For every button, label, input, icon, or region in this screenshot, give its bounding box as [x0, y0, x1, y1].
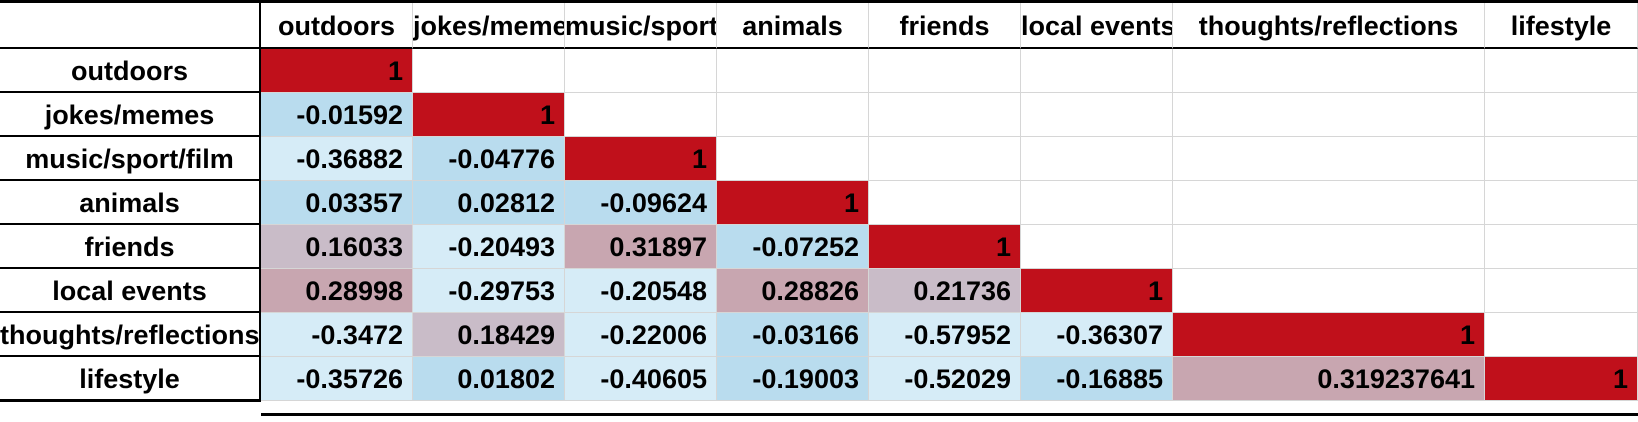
- correlation-cell[interactable]: [1173, 93, 1485, 137]
- row-header-local-events[interactable]: local events: [0, 269, 261, 313]
- top-border: [0, 0, 1638, 3]
- correlation-cell[interactable]: [1485, 93, 1638, 137]
- correlation-cell[interactable]: -0.36307: [1021, 313, 1173, 357]
- correlation-cell[interactable]: 0.319237641: [1173, 357, 1485, 401]
- correlation-cell[interactable]: [717, 49, 869, 93]
- correlation-cell[interactable]: [717, 137, 869, 181]
- correlation-cell[interactable]: [1485, 313, 1638, 357]
- correlation-cell[interactable]: -0.20493: [413, 225, 565, 269]
- correlation-cell[interactable]: 1: [869, 225, 1021, 269]
- column-header-music-sport-film[interactable]: music/sport/film: [565, 3, 717, 49]
- correlation-cell[interactable]: 1: [1173, 313, 1485, 357]
- correlation-cell[interactable]: 0.16033: [261, 225, 413, 269]
- correlation-cell[interactable]: [1021, 181, 1173, 225]
- correlation-cell[interactable]: 1: [261, 49, 413, 93]
- correlation-cell[interactable]: [1021, 225, 1173, 269]
- correlation-cell[interactable]: -0.52029: [869, 357, 1021, 401]
- row-separator: [0, 355, 261, 358]
- correlation-cell[interactable]: -0.01592: [261, 93, 413, 137]
- correlation-cell[interactable]: 1: [413, 93, 565, 137]
- corner-cell[interactable]: [0, 3, 261, 49]
- row-header-friends[interactable]: friends: [0, 225, 261, 269]
- row-separator: [0, 135, 261, 138]
- correlation-cell[interactable]: -0.19003: [717, 357, 869, 401]
- correlation-cell[interactable]: 1: [717, 181, 869, 225]
- row-header-outdoors[interactable]: outdoors: [0, 49, 261, 93]
- correlation-cell[interactable]: [565, 49, 717, 93]
- row-header-music-sport-film[interactable]: music/sport/film: [0, 137, 261, 181]
- bottom-border: [261, 413, 1638, 416]
- column-header-friends[interactable]: friends: [869, 3, 1021, 49]
- correlation-cell[interactable]: [869, 137, 1021, 181]
- correlation-cell[interactable]: [565, 93, 717, 137]
- correlation-cell[interactable]: -0.36882: [261, 137, 413, 181]
- row-separator: [0, 399, 261, 402]
- row-separator: [0, 91, 261, 94]
- correlation-cell[interactable]: -0.20548: [565, 269, 717, 313]
- row-header-thoughts-reflections[interactable]: thoughts/reflections: [0, 313, 261, 357]
- correlation-cell[interactable]: 1: [1021, 269, 1173, 313]
- correlation-cell[interactable]: 0.03357: [261, 181, 413, 225]
- row-separator: [0, 223, 261, 226]
- row-separator: [0, 311, 261, 314]
- column-header-animals[interactable]: animals: [717, 3, 869, 49]
- correlation-cell[interactable]: [413, 49, 565, 93]
- correlation-cell[interactable]: -0.16885: [1021, 357, 1173, 401]
- correlation-cell[interactable]: [1021, 137, 1173, 181]
- correlation-cell[interactable]: 0.28998: [261, 269, 413, 313]
- correlation-cell[interactable]: -0.35726: [261, 357, 413, 401]
- correlation-cell[interactable]: -0.3472: [261, 313, 413, 357]
- correlation-cell[interactable]: [1173, 137, 1485, 181]
- column-header-thoughts-reflections[interactable]: thoughts/reflections: [1173, 3, 1485, 49]
- correlation-cell[interactable]: -0.57952: [869, 313, 1021, 357]
- column-header-jokes-memes[interactable]: jokes/memes: [413, 3, 565, 49]
- correlation-cell[interactable]: -0.29753: [413, 269, 565, 313]
- correlation-cell[interactable]: [1173, 269, 1485, 313]
- correlation-cell[interactable]: [1173, 49, 1485, 93]
- correlation-cell[interactable]: [869, 49, 1021, 93]
- correlation-cell[interactable]: [1485, 269, 1638, 313]
- correlation-cell[interactable]: -0.22006: [565, 313, 717, 357]
- correlation-cell[interactable]: 0.01802: [413, 357, 565, 401]
- column-header-outdoors[interactable]: outdoors: [261, 3, 413, 49]
- correlation-cell[interactable]: [1021, 93, 1173, 137]
- correlation-cell[interactable]: [1173, 225, 1485, 269]
- correlation-cell[interactable]: -0.40605: [565, 357, 717, 401]
- correlation-cell[interactable]: [1485, 49, 1638, 93]
- correlation-cell[interactable]: -0.09624: [565, 181, 717, 225]
- correlation-cell[interactable]: 0.18429: [413, 313, 565, 357]
- correlation-cell[interactable]: [1173, 181, 1485, 225]
- row-header-jokes-memes[interactable]: jokes/memes: [0, 93, 261, 137]
- correlation-cell[interactable]: 1: [1485, 357, 1638, 401]
- column-header-local-events[interactable]: local events: [1021, 3, 1173, 49]
- row-separator: [0, 267, 261, 270]
- column-header-lifestyle[interactable]: lifestyle: [1485, 3, 1638, 49]
- correlation-cell[interactable]: [1485, 181, 1638, 225]
- correlation-cell[interactable]: 1: [565, 137, 717, 181]
- correlation-cell[interactable]: [717, 93, 869, 137]
- correlation-cell[interactable]: [1485, 137, 1638, 181]
- correlation-cell[interactable]: -0.03166: [717, 313, 869, 357]
- correlation-cell[interactable]: -0.04776: [413, 137, 565, 181]
- row-header-lifestyle[interactable]: lifestyle: [0, 357, 261, 401]
- correlation-cell[interactable]: [869, 181, 1021, 225]
- correlation-cell[interactable]: 0.31897: [565, 225, 717, 269]
- row-separator: [0, 179, 261, 182]
- correlation-cell[interactable]: [1485, 225, 1638, 269]
- correlation-cell[interactable]: 0.28826: [717, 269, 869, 313]
- correlation-cell[interactable]: 0.02812: [413, 181, 565, 225]
- correlation-cell[interactable]: -0.07252: [717, 225, 869, 269]
- correlation-cell[interactable]: [1021, 49, 1173, 93]
- correlation-cell[interactable]: 0.21736: [869, 269, 1021, 313]
- correlation-cell[interactable]: [869, 93, 1021, 137]
- row-header-animals[interactable]: animals: [0, 181, 261, 225]
